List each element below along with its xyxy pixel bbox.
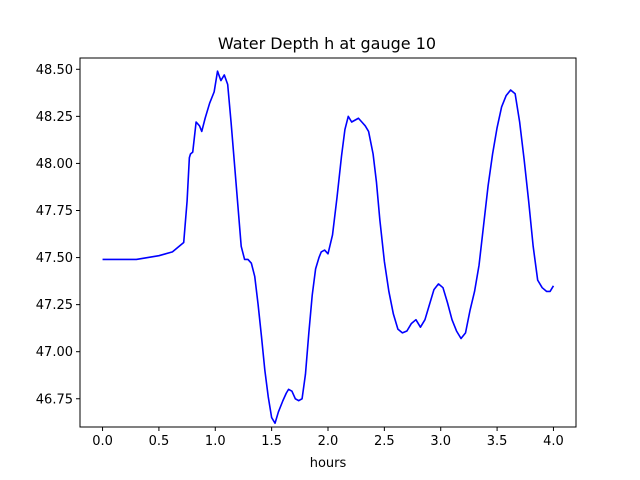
x-tick-label: 4.0 [543,434,564,449]
x-tick-label: 2.0 [318,434,339,449]
y-tick-label: 48.25 [36,110,73,125]
y-tick-label: 47.25 [36,298,73,313]
y-tick-label: 48.00 [36,157,73,172]
x-tick-label: 0.5 [149,434,170,449]
x-tick-label: 1.0 [205,434,226,449]
x-axis-label: hours [310,456,347,471]
y-tick-label: 46.75 [36,392,73,407]
x-axis: 0.0 0.5 1.0 1.5 2.0 2.5 3.0 3.5 4.0 [92,427,564,449]
x-tick-label: 2.5 [374,434,395,449]
series-line-0 [102,70,555,425]
y-axis: 46.75 47.00 47.25 47.50 47.75 48.00 48.25 48.50 [36,63,80,407]
chart-title: Water Depth h at gauge 10 [218,34,436,53]
y-tick-label: 47.75 [36,204,73,219]
x-tick-label: 0.0 [92,434,113,449]
plot-area [102,70,555,425]
y-tick-label: 47.00 [36,345,73,360]
y-tick-label: 47.50 [36,251,73,266]
y-tick-label: 48.50 [36,63,73,78]
x-tick-label: 1.5 [261,434,282,449]
x-tick-label: 3.0 [430,434,451,449]
x-tick-label: 3.5 [487,434,508,449]
plot-frame [79,57,577,428]
